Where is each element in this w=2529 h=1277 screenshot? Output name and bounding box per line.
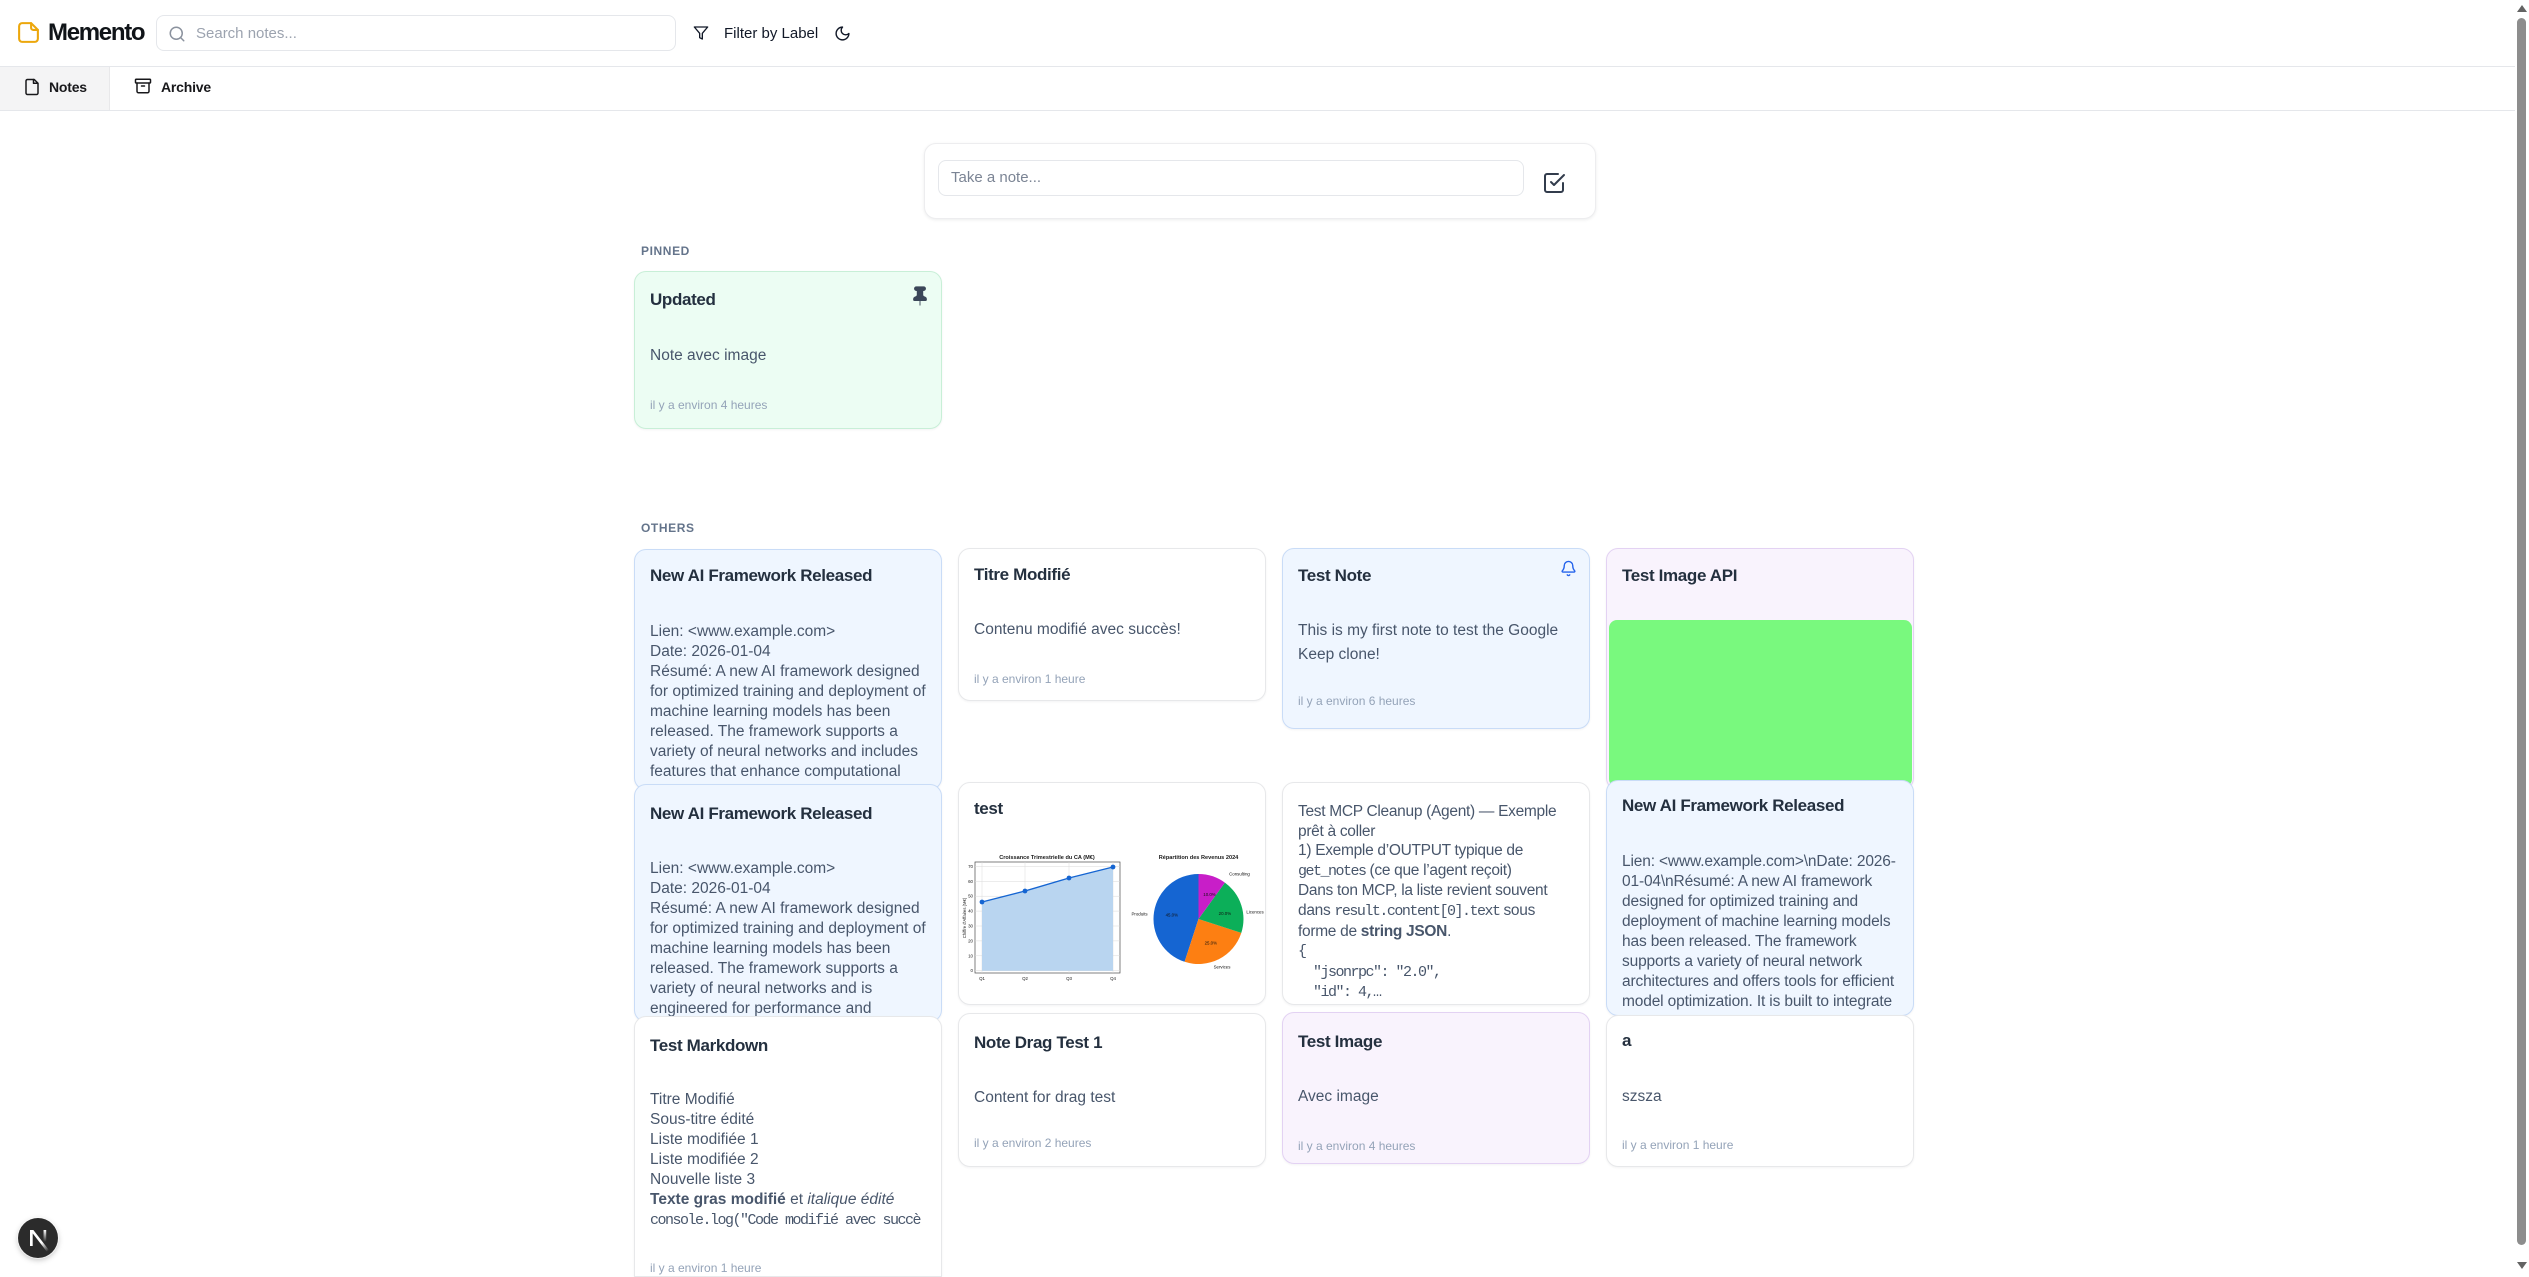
svg-text:20: 20: [968, 938, 973, 943]
svg-text:50: 50: [968, 894, 973, 899]
svg-text:Croissance Trimestrielle du CA: Croissance Trimestrielle du CA (M€): [999, 855, 1095, 861]
svg-text:Services: Services: [1214, 965, 1232, 970]
svg-text:Q2: Q2: [1022, 976, 1028, 981]
svg-text:Licences: Licences: [1246, 910, 1264, 915]
svg-text:30: 30: [968, 924, 973, 929]
svg-text:40: 40: [968, 909, 973, 914]
svg-text:10: 10: [968, 953, 973, 958]
svg-text:Q3: Q3: [1066, 976, 1072, 981]
svg-text:Consulting: Consulting: [1229, 872, 1250, 877]
svg-text:70: 70: [968, 864, 973, 869]
svg-text:Répartition des Revenus 2024: Répartition des Revenus 2024: [1159, 855, 1239, 861]
svg-text:Q1: Q1: [979, 976, 985, 981]
svg-text:Q4: Q4: [1110, 976, 1116, 981]
svg-text:60: 60: [968, 879, 973, 884]
svg-text:25.0%: 25.0%: [1205, 941, 1218, 946]
svg-text:Produits: Produits: [1131, 912, 1148, 917]
svg-text:20.0%: 20.0%: [1219, 911, 1232, 916]
svg-text:45.0%: 45.0%: [1166, 912, 1179, 917]
svg-text:Chiffre d'Affaires (M€): Chiffre d'Affaires (M€): [962, 897, 967, 938]
svg-text:10.0%: 10.0%: [1203, 892, 1216, 897]
svg-text:0: 0: [971, 968, 974, 973]
